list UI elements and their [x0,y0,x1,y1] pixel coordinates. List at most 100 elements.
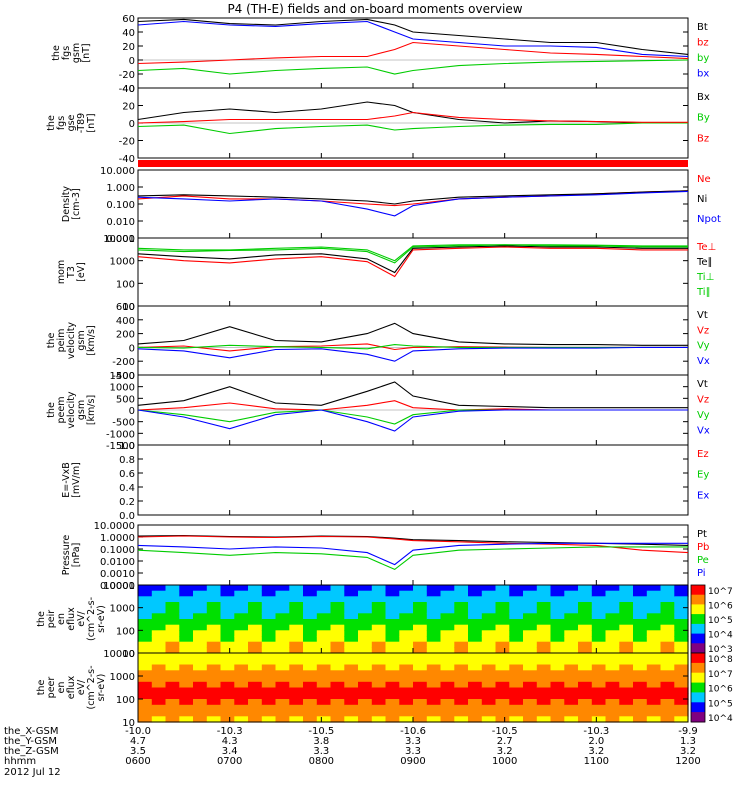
y-axis-label-line: eV/ [76,610,87,626]
heatmap-cell [289,699,304,706]
heatmap-cell [385,699,400,706]
heatmap-cell [206,676,222,683]
x-row-value: -10.5 [308,726,334,737]
heatmap-cell [564,590,579,597]
heatmap-cell [509,585,524,592]
heatmap-cell [605,687,620,694]
heatmap-cell [481,704,497,712]
heatmap-cell [674,704,689,712]
heatmap-cell [179,596,194,603]
heatmap-cell [564,624,579,631]
heatmap-cell [536,630,552,637]
heatmap-cell [619,670,634,677]
heatmap-cell [371,664,387,671]
heatmap-cell [261,664,277,671]
heatmap-cell [179,716,194,723]
y-tick-label: 10.000 [100,166,135,177]
heatmap-cell [413,602,428,609]
heatmap-cell [220,630,235,637]
heatmap-cell [495,653,510,660]
heatmap-cell [248,613,263,620]
heatmap-cell [619,658,634,666]
heatmap-cell [523,716,538,723]
heatmap-cell [591,699,607,706]
heatmap-cell [275,699,290,706]
y-axis-label-line: en [56,682,67,694]
colorbar-frame [690,652,706,723]
heatmap-cell [413,716,428,723]
heatmap-cell [564,704,579,712]
heatmap-cell [206,624,222,631]
colorbar-label: 10^6 [708,685,733,695]
plot-title: P4 (TH-E) fields and on-board moments ov… [227,2,522,16]
colorbar-label: 10^5 [708,616,733,626]
heatmap-cell [179,641,194,648]
heatmap-cell [275,664,290,671]
heatmap-cell [440,613,455,620]
heatmap-cell [523,653,538,660]
heatmap-cell [619,710,634,717]
heatmap-cell [495,585,510,592]
heatmap-cell [399,647,414,654]
panel-9: 10^7 10^6 10^5 10^4 10^3 10000 1000 100 10 the pei… [36,581,733,660]
heatmap-cell [261,658,277,666]
heatmap-cell [468,630,483,637]
heatmap-cell [165,664,180,671]
legend-entry: By [697,113,710,124]
y-axis-label-line: Density [61,186,72,222]
heatmap-cell [550,602,565,609]
heatmap-cell [619,664,634,671]
heatmap-cell [399,693,414,700]
heatmap-cell [536,607,552,614]
heatmap-cell [165,613,180,620]
y-axis-label: the fgs gse -T89 [nT] [46,113,97,133]
heatmap-cell [481,710,497,717]
heatmap-cell [454,607,469,614]
heatmap-cell [165,619,180,626]
heatmap-cell [303,710,318,717]
heatmap-cell [509,647,524,654]
heatmap-cell [454,681,469,689]
heatmap-cell [275,613,290,620]
heatmap-cell [151,716,167,723]
heatmap-cell [674,699,689,706]
heatmap-cell [578,699,593,706]
heatmap-cell [413,647,428,654]
y-axis-label-line: [cm-3] [71,188,82,219]
heatmap-cell [385,710,400,717]
heatmap-cell [523,658,538,666]
heatmap-cell [330,693,345,700]
heatmap-cell [646,624,662,631]
heatmap-cell [633,681,648,689]
heatmap-cell [523,607,538,614]
heatmap-cell [275,687,290,694]
heatmap-cell [454,670,469,677]
y-axis-label-line: E=-VxB [61,462,72,497]
heatmap-cell [220,624,235,631]
heatmap-cell [619,585,634,592]
heatmap-cell [591,664,607,671]
heatmap-cell [674,613,689,620]
heatmap-cell [234,699,249,706]
heatmap-cell [289,590,304,597]
heatmap-cell [275,693,290,700]
heatmap-cell [578,681,593,689]
heatmap-cell [303,641,318,648]
heatmap-cell [261,641,277,648]
y-axis-label: the fgs gsm [nT] [51,43,92,63]
heatmap-cell [330,585,345,592]
heatmap-cell [674,716,689,723]
heatmap-cell [536,590,552,597]
heatmap-cell [564,670,579,677]
colorbar-segment [691,623,705,635]
heatmap-cell [220,641,235,648]
heatmap-cell [261,699,277,706]
heatmap-cell [289,704,304,712]
heatmap-cell [330,658,345,666]
heatmap-cell [248,693,263,700]
heatmap-cell [220,619,235,626]
heatmap-cell [495,596,510,603]
heatmap-cell [646,641,662,648]
heatmap-cell [468,590,483,597]
heatmap-cell [674,693,689,700]
